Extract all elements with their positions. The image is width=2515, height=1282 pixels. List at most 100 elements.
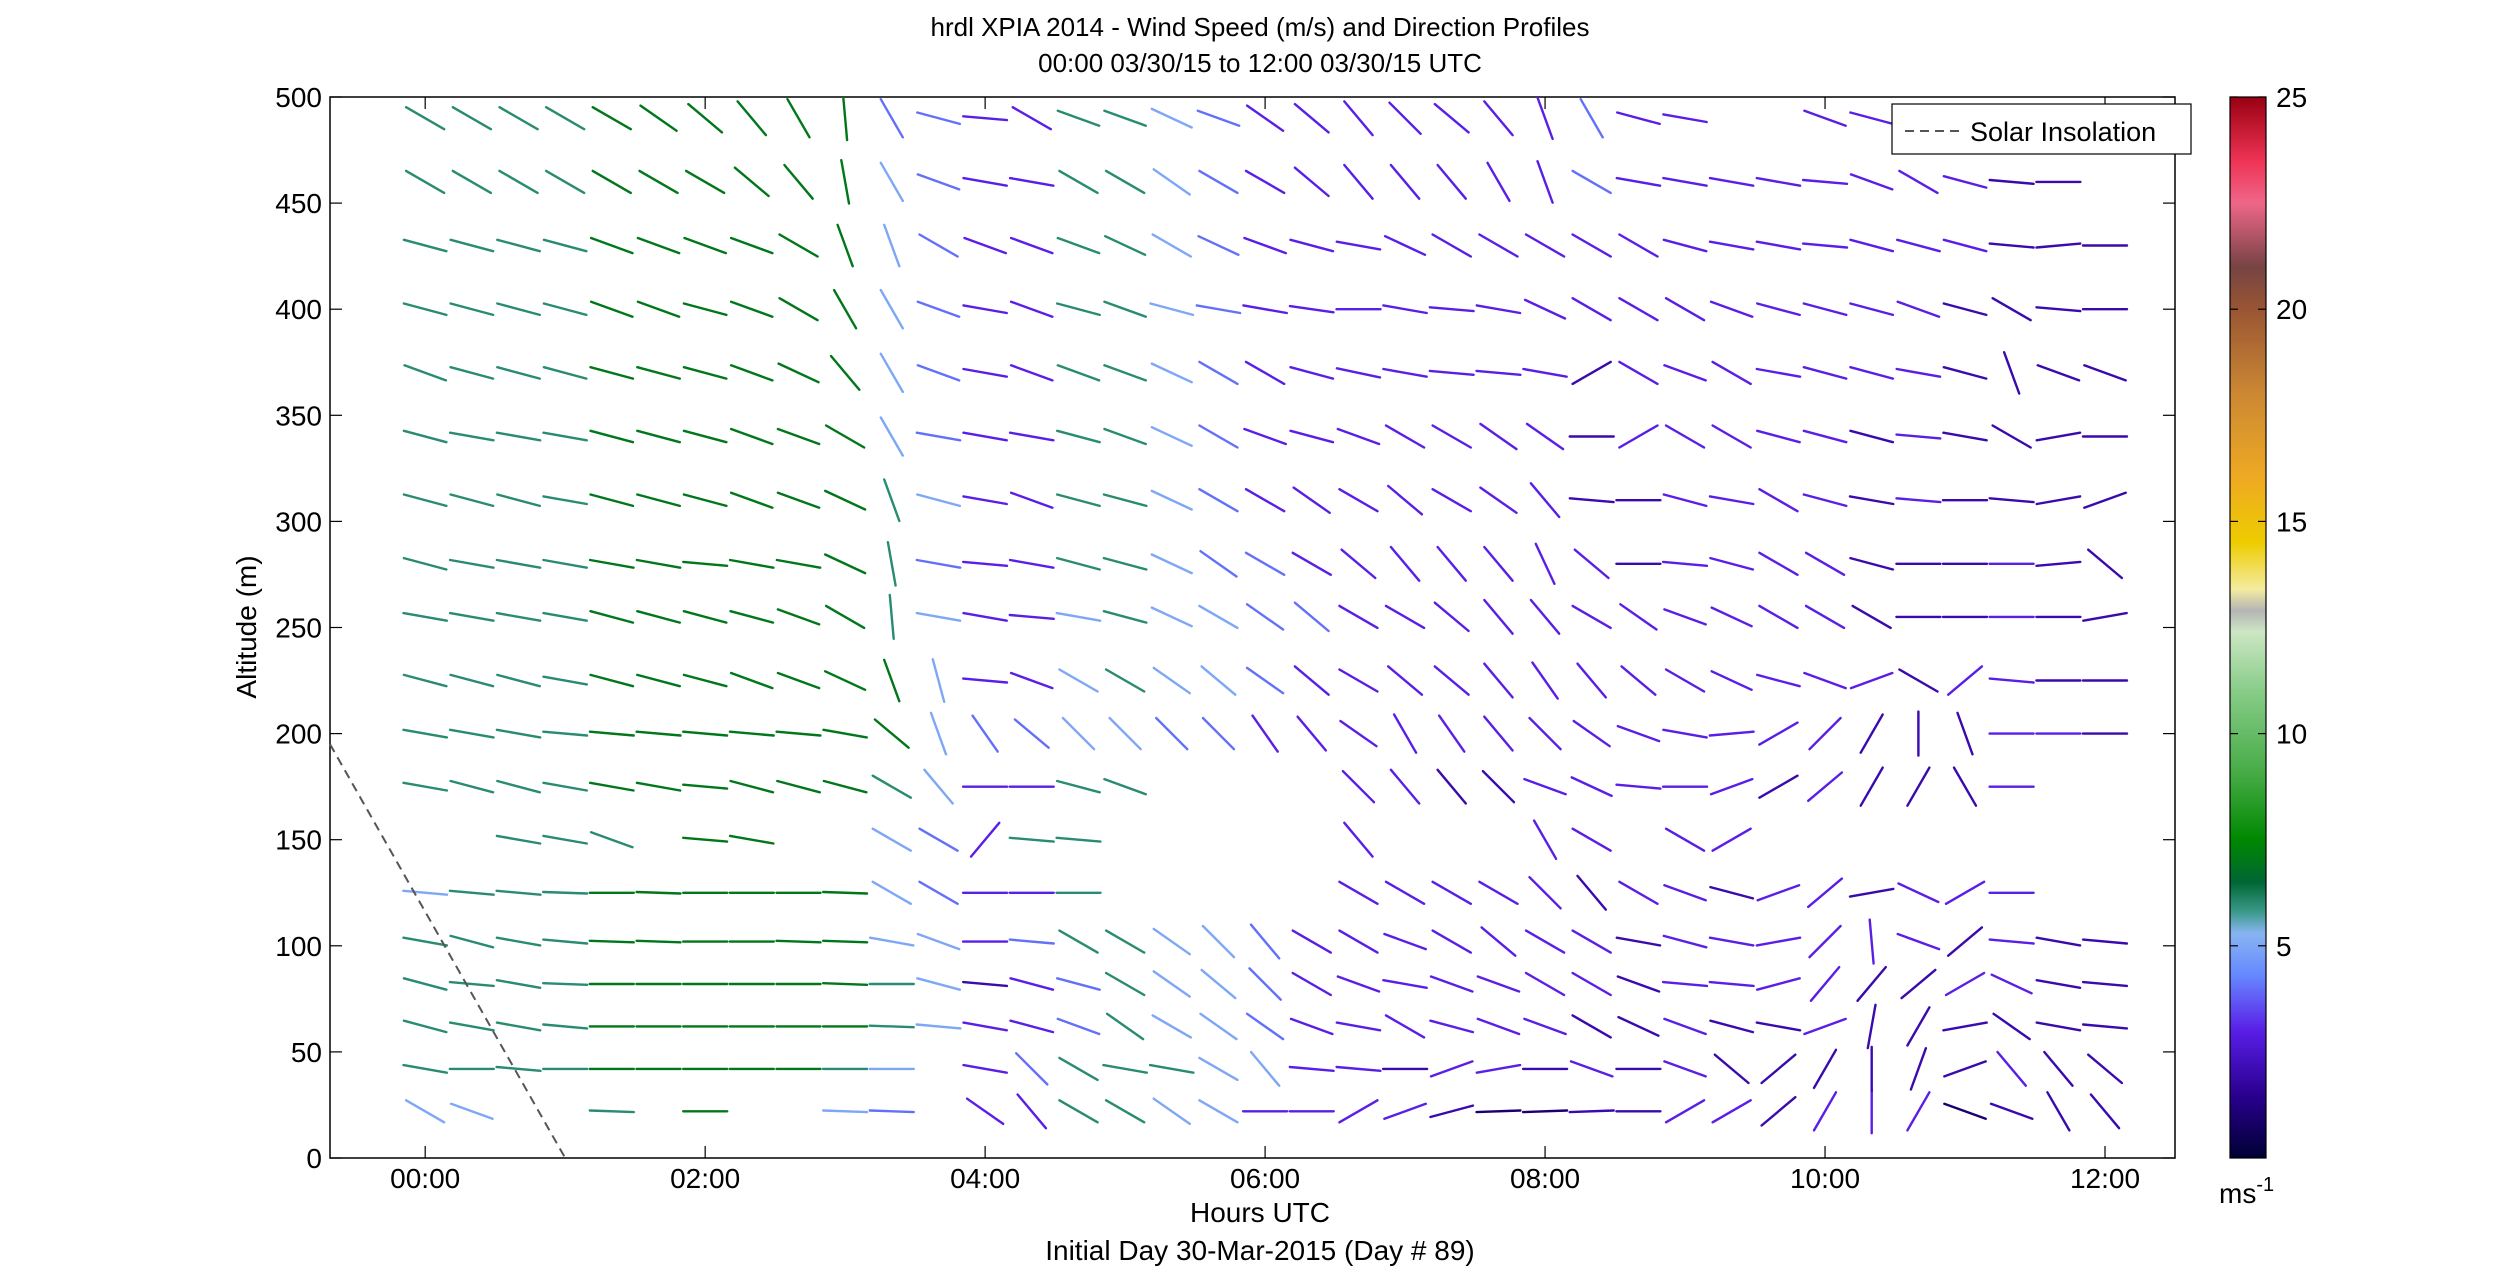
wind-vector	[1483, 715, 1514, 752]
wind-vector	[2035, 306, 2082, 313]
wind-vector	[1804, 551, 1846, 576]
wind-vector	[588, 781, 635, 792]
wind-vector	[1708, 495, 1755, 506]
wind-vector	[1812, 1091, 1838, 1132]
wind-vector	[1008, 613, 1055, 620]
y-tick-label: 50	[291, 1037, 322, 1068]
wind-vector	[1009, 671, 1054, 690]
wind-vector	[1291, 929, 1333, 954]
y-tick-label: 500	[275, 82, 322, 113]
chart-title-line2: 00:00 03/30/15 to 12:00 03/30/15 UTC	[1038, 48, 1482, 78]
wind-vector	[1479, 422, 1518, 451]
wind-vector	[1528, 876, 1562, 910]
wind-vector	[1436, 163, 1468, 200]
wind-vector	[1388, 101, 1422, 136]
wind-vector	[778, 233, 819, 258]
wind-vector	[495, 1021, 542, 1032]
wind-vector	[1198, 604, 1239, 630]
wind-vector	[636, 673, 681, 688]
wind-vector	[635, 890, 682, 895]
wind-vector	[1662, 728, 1708, 739]
wind-vector	[1198, 488, 1239, 513]
wind-vector	[1944, 971, 1986, 997]
wind-vector	[1289, 238, 1335, 253]
wind-vector	[971, 714, 999, 753]
wind-vector	[1245, 666, 1285, 695]
wind-vector	[1755, 1021, 1802, 1032]
wind-vector	[591, 169, 632, 195]
wind-vector	[1102, 1063, 1149, 1074]
wind-vector	[1571, 604, 1612, 630]
wind-vector	[868, 936, 915, 947]
wind-vector	[2043, 1050, 2074, 1087]
wind-vector	[1483, 662, 1514, 699]
wind-vector	[682, 302, 728, 317]
wind-vector	[635, 781, 682, 792]
wind-vector	[962, 431, 1008, 442]
wind-vector	[1802, 302, 1848, 317]
wind-vector	[1664, 297, 1706, 322]
wind-vector	[1245, 603, 1285, 631]
wind-vector	[1104, 1099, 1146, 1124]
wind-vector	[684, 169, 726, 195]
x-tick-label: 02:00	[670, 1163, 740, 1194]
wind-vector	[1662, 176, 1708, 187]
wind-vector	[1808, 716, 1842, 751]
wind-vector	[1429, 1019, 1475, 1034]
wind-vector	[729, 491, 774, 509]
wind-vector	[1896, 932, 1941, 951]
wind-vector	[589, 610, 635, 624]
wind-vector	[915, 1023, 962, 1030]
wind-vector	[1569, 1060, 1614, 1078]
wind-vector	[1103, 300, 1148, 318]
y-tick-label: 250	[275, 613, 322, 644]
wind-vector	[1709, 777, 1754, 796]
wind-vector	[1201, 924, 1236, 959]
wind-vector	[1244, 360, 1286, 386]
wind-vector	[1895, 238, 1941, 253]
wind-vector	[1988, 242, 2035, 249]
wind-vector	[929, 711, 948, 756]
wind-vector	[1944, 880, 1986, 905]
wind-vector	[1198, 424, 1239, 449]
wind-vector	[682, 673, 728, 688]
wind-vector	[1988, 938, 2035, 945]
wind-vector	[448, 889, 495, 896]
wind-vector	[1942, 174, 1988, 189]
wind-vector	[2081, 980, 2129, 988]
wind-vector	[1476, 1017, 1521, 1036]
wind-vector	[1292, 486, 1331, 514]
wind-vector	[495, 431, 542, 442]
y-tick-label: 350	[275, 400, 322, 431]
wind-vector	[495, 834, 542, 845]
wind-vector	[1293, 665, 1330, 696]
wind-vector	[1576, 874, 1608, 911]
x-tick-label: 12:00	[2070, 1163, 2140, 1194]
wind-vector	[1009, 977, 1055, 991]
wind-vector	[495, 889, 542, 896]
wind-vector	[1483, 100, 1514, 137]
x-tick-label: 08:00	[1510, 1163, 1580, 1194]
wind-vector	[1536, 159, 1554, 204]
wind-vector	[498, 105, 539, 131]
wind-vector	[1152, 970, 1192, 998]
wind-vector	[544, 169, 586, 195]
wind-vector	[1058, 929, 1099, 954]
colorbar-unit: ms-1	[2219, 1174, 2274, 1209]
wind-vector	[1008, 836, 1055, 843]
wind-vector	[1338, 604, 1379, 630]
wind-vector	[1896, 300, 1941, 318]
wind-vector	[1895, 433, 1942, 440]
wind-vector	[1529, 598, 1561, 635]
wind-vector	[778, 297, 819, 322]
x-tick-label: 00:00	[390, 1163, 460, 1194]
wind-vector	[1849, 173, 1894, 191]
wind-vector	[1476, 975, 1521, 993]
wind-vector	[1481, 769, 1516, 804]
wind-vector	[962, 611, 1008, 622]
wind-vector	[1532, 819, 1558, 860]
wind-vector	[915, 611, 962, 622]
y-tick-label: 450	[275, 188, 322, 219]
wind-vector	[962, 176, 1008, 187]
wind-vector	[1617, 1015, 1660, 1037]
